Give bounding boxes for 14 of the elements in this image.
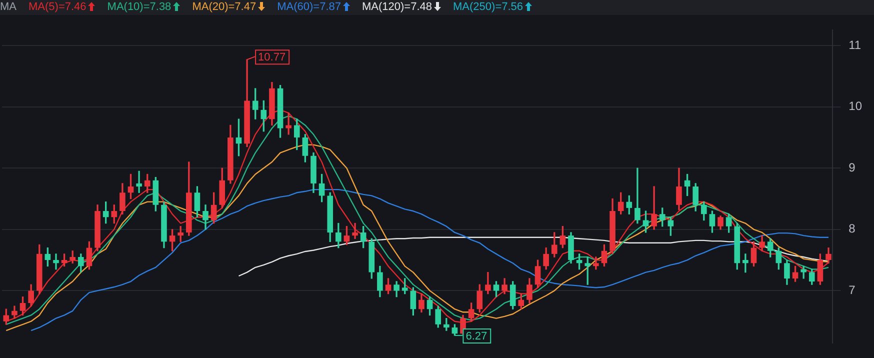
legend-label: MA(20)=7.47 [192, 1, 256, 13]
legend-label: MA(120)=7.48 [362, 1, 432, 13]
legend-label: MA(60)=7.87 [277, 1, 341, 13]
y-tick-label: 10 [848, 99, 862, 114]
legend-label: MA(10)=7.38 [107, 1, 172, 13]
y-tick-label: 7 [848, 283, 856, 298]
y-tick-label: 9 [848, 160, 856, 174]
y-tick-label: 8 [848, 222, 856, 236]
annotation: 6.27 [466, 330, 488, 342]
y-tick-label: 11 [848, 38, 862, 52]
legend-label: MA(250)=7.56 [453, 1, 524, 13]
annotation: 10.77 [258, 52, 286, 64]
text: MA [0, 0, 16, 15]
legend-label: MA(5)=7.46 [28, 1, 86, 13]
